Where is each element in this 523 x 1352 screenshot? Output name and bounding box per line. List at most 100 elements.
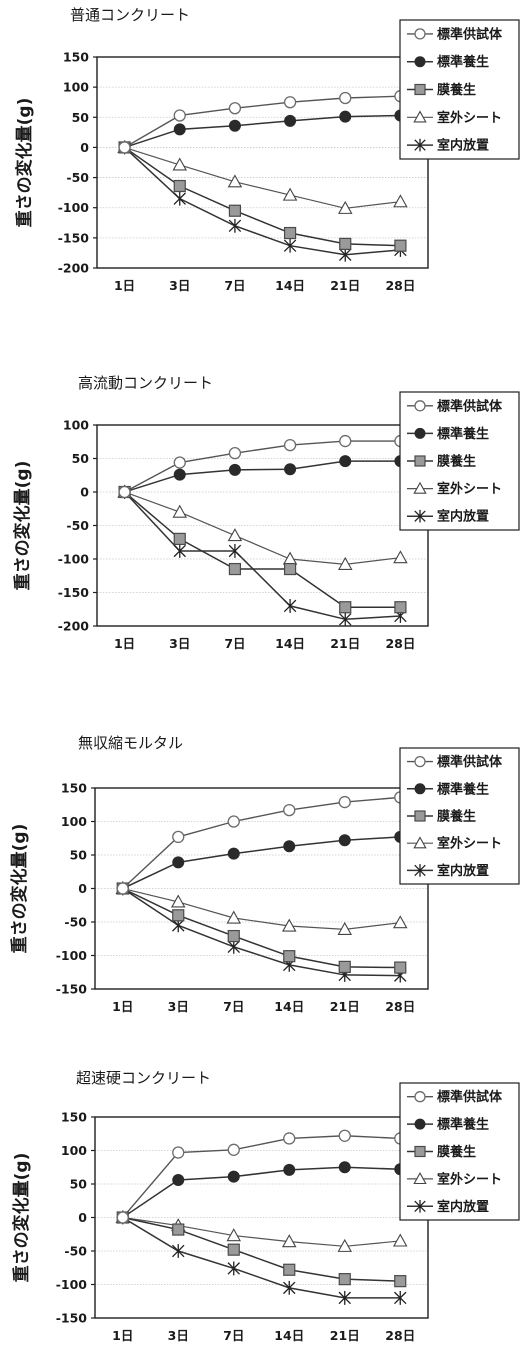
series-4-point <box>282 187 298 201</box>
legend-marker-3 <box>414 810 426 822</box>
series-2-point <box>173 123 186 136</box>
series-2-point <box>172 1173 185 1186</box>
series-1-point <box>172 1146 185 1159</box>
x-tick-label: 14日 <box>274 1328 304 1343</box>
series-3-point <box>228 204 242 217</box>
series-5-point <box>173 191 186 206</box>
x-tick-label: 7日 <box>223 999 244 1014</box>
legend-marker-5 <box>414 864 426 877</box>
series-1-point <box>116 1211 129 1224</box>
series-line-2 <box>122 836 401 890</box>
legend-label-1: 標準供試体 <box>437 1089 503 1105</box>
series-4-point <box>226 1228 242 1242</box>
series-2-point <box>283 1163 296 1176</box>
series-5-point <box>172 1244 185 1258</box>
series-line-3 <box>122 887 401 969</box>
series-1-point <box>228 102 242 115</box>
x-tick-label: 3日 <box>168 1328 189 1343</box>
legend-marker-2 <box>414 1118 426 1130</box>
legend-marker-5 <box>414 1200 426 1213</box>
x-tick-label: 21日 <box>330 636 360 651</box>
x-tick-label: 7日 <box>224 278 245 293</box>
legend-marker-2 <box>414 427 426 439</box>
legend-label-4: 室外シート <box>437 481 502 497</box>
chart-title: 無収縮モルタル <box>78 734 183 752</box>
series-3-point <box>339 237 352 250</box>
series-1-point <box>118 141 131 154</box>
series-4-point <box>227 528 243 542</box>
series-1-point <box>228 446 242 460</box>
series-4-point <box>172 504 188 518</box>
series-line-4 <box>122 1216 401 1247</box>
series-line-2 <box>124 460 401 493</box>
legend-marker-1 <box>414 1091 426 1103</box>
series-1-point <box>338 795 351 809</box>
x-tick-label: 3日 <box>169 278 190 293</box>
x-tick-label: 3日 <box>168 999 189 1014</box>
legend-marker-1 <box>414 755 426 768</box>
y-axis-label: 重さの変化量(g) <box>9 824 30 954</box>
series-line-4 <box>124 146 401 209</box>
series-3-point <box>283 1263 296 1276</box>
chart-4: 超速硬コンクリート 150 100 50 0 -50 -100 -150 1日 3日 7日 14日 21… <box>11 1069 520 1343</box>
y-tick-label: -150 <box>56 1311 88 1326</box>
series-3-point <box>339 601 352 614</box>
legend-label-3: 膜養生 <box>437 82 476 98</box>
chart-3: 無収縮モルタル 150 100 50 0 -50 -100 -150 1日 3日 7日 14日 21日 2… <box>9 734 520 1014</box>
series-line-2 <box>122 1166 401 1219</box>
y-tick-label: 150 <box>63 50 89 65</box>
chart-2: 高流動コンクリート 100 50 0 -50 -100 -150 -200 1日 3日 7日 14日 2… <box>12 374 520 651</box>
legend-label-4: 室外シート <box>437 110 502 126</box>
y-tick-label: 50 <box>70 1177 88 1192</box>
series-1-point <box>227 815 240 828</box>
y-tick-label: -50 <box>66 170 89 185</box>
series-5-point <box>394 1290 407 1305</box>
x-tick-label: 28日 <box>385 1328 415 1343</box>
legend-label-1: 標準供試体 <box>437 754 503 770</box>
x-tick-label: 1日 <box>112 1328 133 1343</box>
series-line-3 <box>124 491 401 608</box>
y-axis-label: 重さの変化量(g) <box>14 98 35 228</box>
legend-marker-4 <box>413 110 427 123</box>
series-3-point <box>173 532 186 546</box>
x-tick-label: 14日 <box>275 278 305 293</box>
series-4-point <box>337 200 353 214</box>
series-line-1 <box>124 440 401 493</box>
legend-label-2: 標準養生 <box>437 54 489 70</box>
y-tick-label: -100 <box>56 1277 88 1292</box>
legend-marker-4 <box>413 481 427 494</box>
series-line-1 <box>122 1135 401 1218</box>
y-tick-label: -200 <box>58 619 90 634</box>
series-3-point <box>283 562 297 576</box>
y-tick-label: 0 <box>78 1210 87 1225</box>
legend-label-3: 膜養生 <box>437 454 476 470</box>
series-2-point <box>228 119 241 132</box>
series-3-point <box>394 601 407 614</box>
series-line-5 <box>124 491 401 621</box>
legend-marker-5 <box>414 509 426 523</box>
series-line-1 <box>124 95 401 149</box>
legend-label-5: 室内放置 <box>437 1199 489 1215</box>
series-3-point <box>394 1275 407 1288</box>
x-tick-label: 21日 <box>330 999 360 1014</box>
y-tick-label: -100 <box>58 552 90 567</box>
legend-marker-1 <box>414 400 426 412</box>
series-4-point <box>392 1233 408 1247</box>
series-3-point <box>394 239 407 252</box>
series-1-point <box>283 803 296 817</box>
chart-1: 普通コンクリート 150 100 50 0 -50 -100 -150 -200 1日 3日 7日 14… <box>14 6 520 293</box>
legend-marker-4 <box>413 1172 427 1185</box>
legend-marker-2 <box>414 783 426 795</box>
y-tick-label: 0 <box>80 485 89 500</box>
series-1-point <box>172 830 185 844</box>
y-tick-label: -150 <box>56 982 88 997</box>
series-2-point <box>284 463 297 476</box>
series-5-point <box>339 612 352 627</box>
legend-label-1: 標準供試体 <box>437 398 503 414</box>
x-tick-label: 28日 <box>385 636 415 651</box>
x-tick-label: 1日 <box>112 999 133 1014</box>
series-5-point <box>338 1290 351 1305</box>
series-1-point <box>338 1129 351 1142</box>
plot-area <box>96 56 429 269</box>
x-tick-label: 28日 <box>385 999 415 1014</box>
